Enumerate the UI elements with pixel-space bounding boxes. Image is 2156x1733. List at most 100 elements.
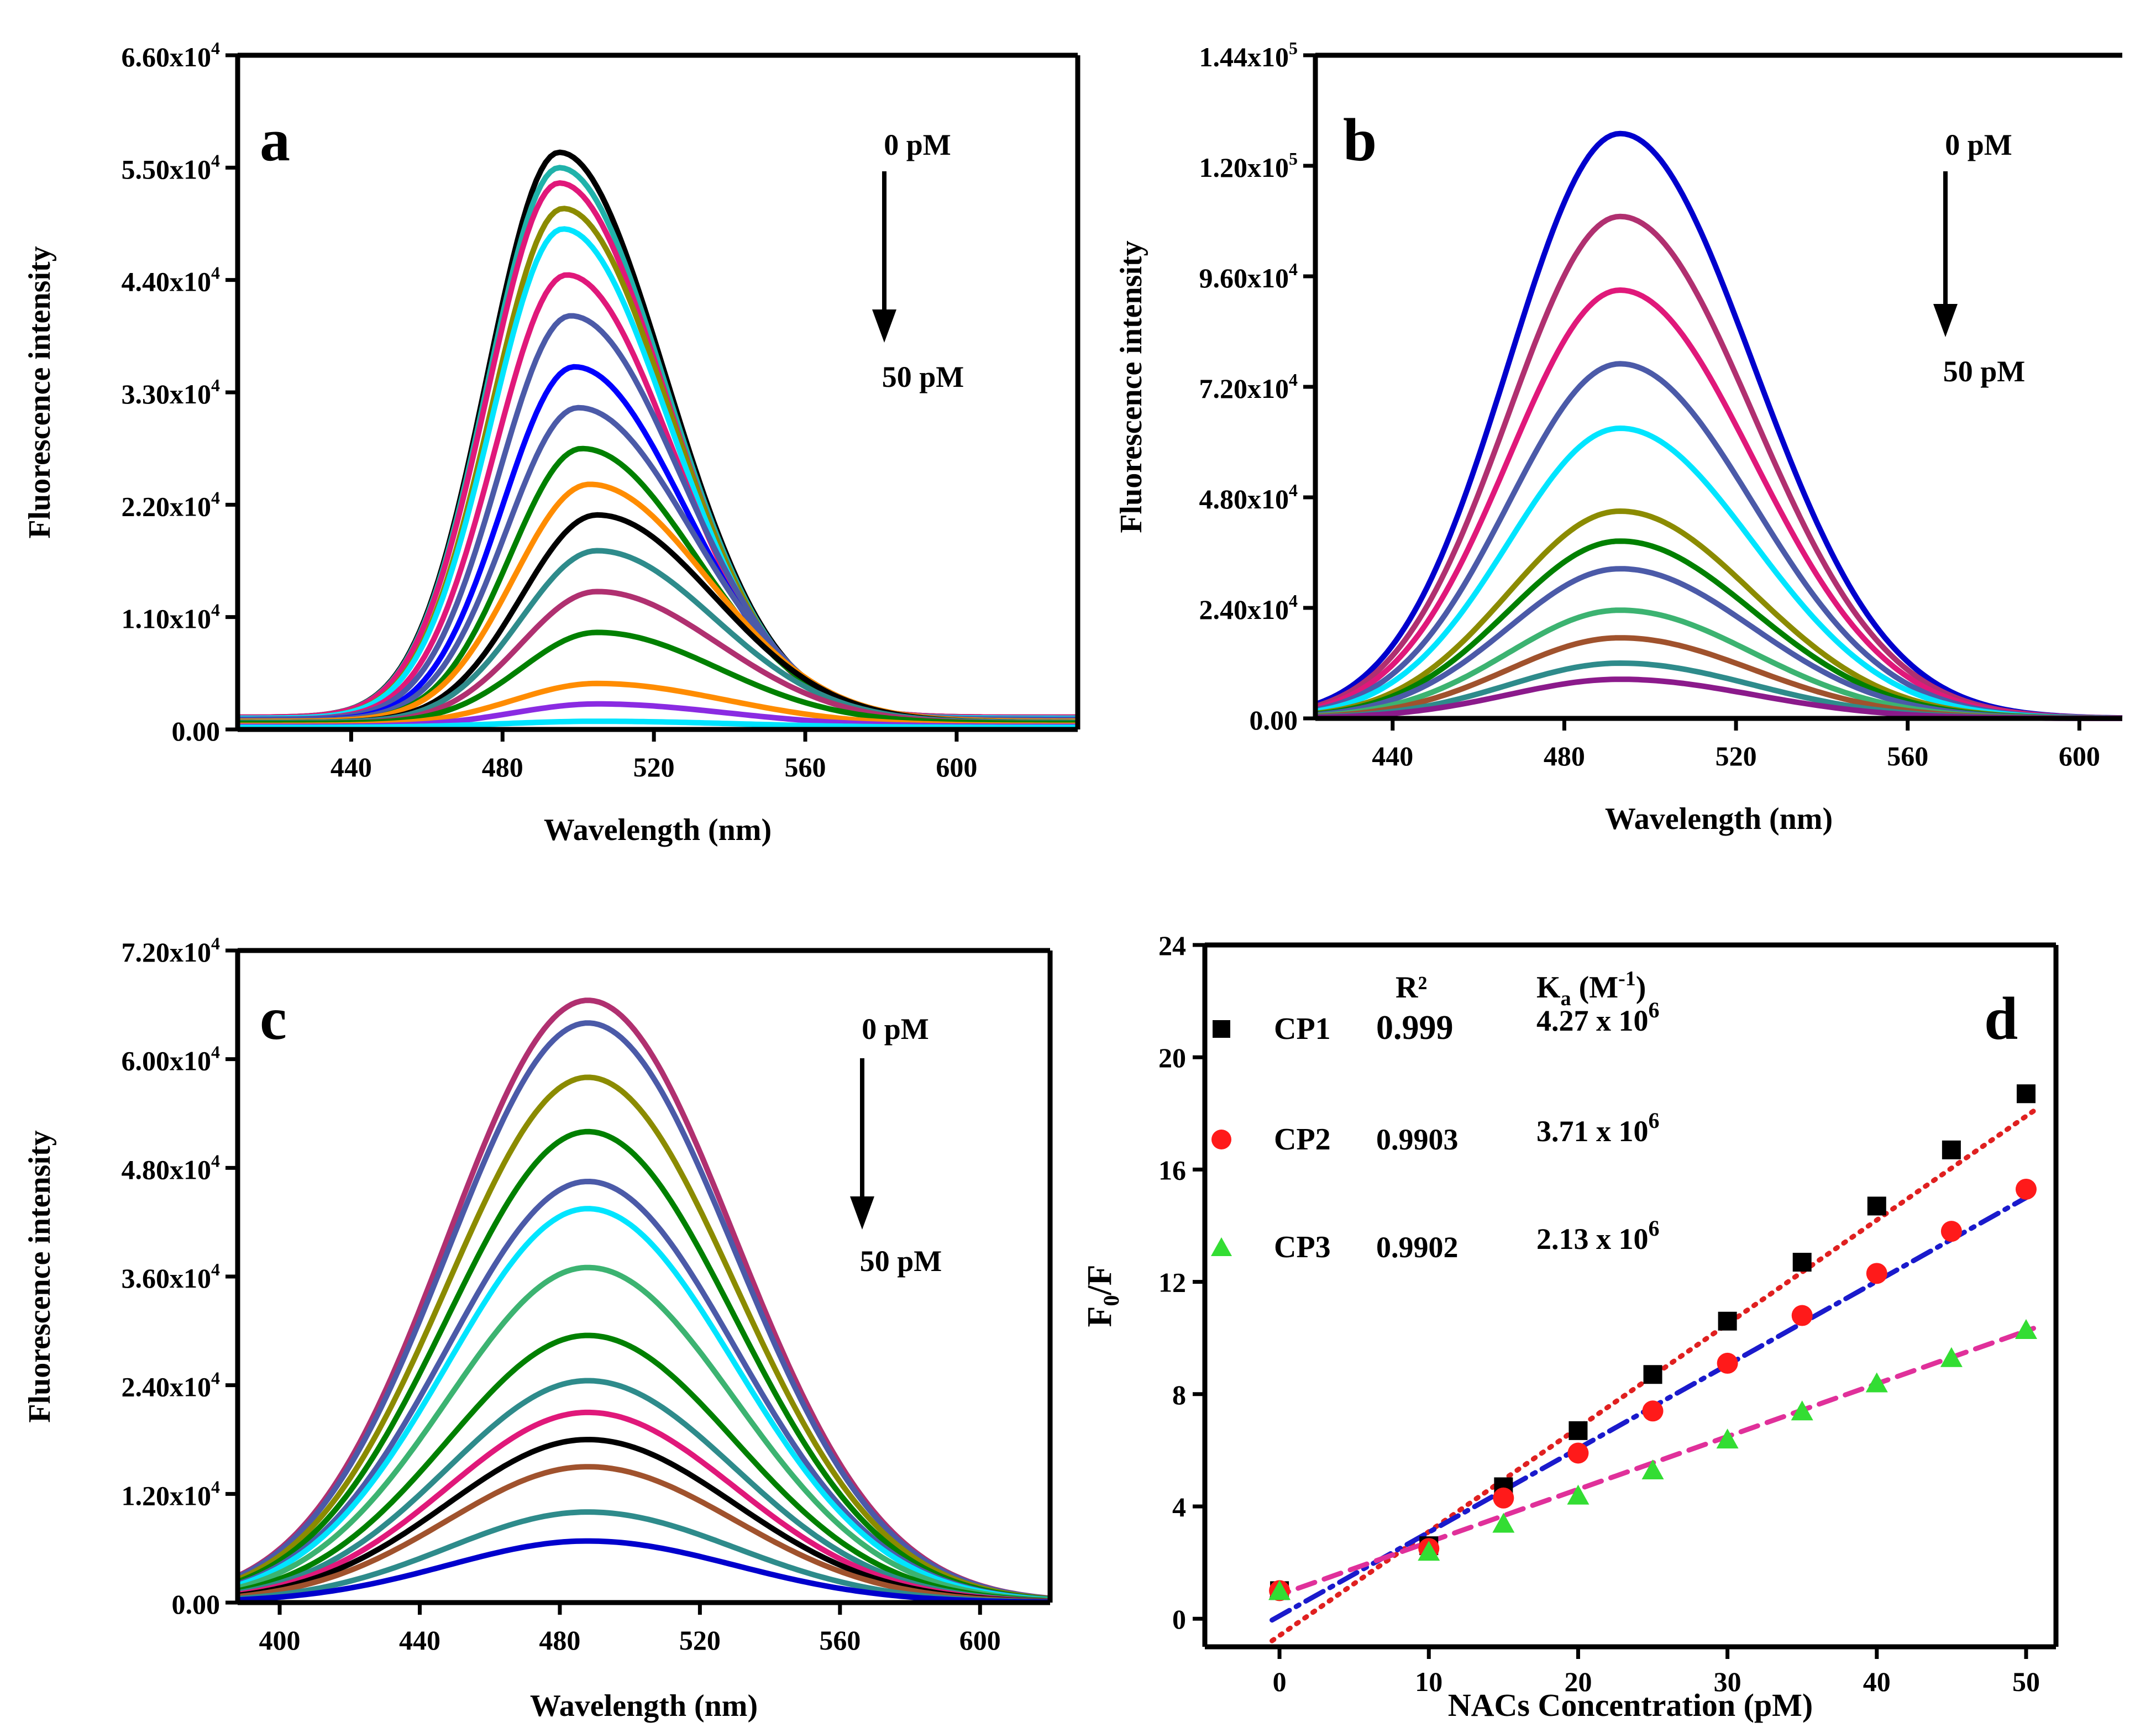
series-line-s10 [238, 445, 1078, 724]
panel-label: c [260, 985, 287, 1052]
legend-marker-CP3 [1211, 1237, 1232, 1256]
data-point-CP3 [2015, 1319, 2037, 1339]
y-tick-mantissa: 3.60x10 [122, 1263, 212, 1294]
data-point-CP2 [1642, 1400, 1664, 1422]
data-point-CP1 [1718, 1311, 1737, 1331]
y-tick-mantissa: 2.40x10 [1199, 594, 1289, 625]
data-point-CP3 [1418, 1541, 1440, 1561]
y-tick-exponent: 4 [1289, 259, 1298, 279]
y-tick-label: 6.60x104 [122, 38, 221, 72]
spectra [237, 149, 1078, 731]
x-axis-label: Wavelength (nm) [1605, 802, 1833, 836]
x-tick-label: 30 [1714, 1666, 1741, 1697]
y-tick-exponent: 4 [211, 1042, 220, 1062]
x-tick-label: 600 [2059, 741, 2100, 771]
data-point-CP3 [1268, 1580, 1291, 1600]
series-line-s1 [238, 149, 1078, 720]
y-axis-label: Fluorescence intensity [23, 246, 57, 538]
y-tick-exponent: 4 [211, 1477, 220, 1496]
y-tick-mantissa: 6.00x10 [122, 1046, 212, 1076]
y-tick-label: 6.00x104 [122, 1042, 221, 1076]
spectra [236, 997, 1051, 1605]
y-tick-mantissa: 1.44x10 [1199, 41, 1289, 72]
y-tick-label: 1.20x105 [1199, 149, 1298, 183]
x-tick-label: 560 [1887, 741, 1928, 771]
data-point-CP3 [1716, 1429, 1739, 1449]
x-tick-label: 600 [959, 1625, 1001, 1656]
x-tick-label: 20 [1564, 1666, 1592, 1697]
y-tick-mantissa: 7.20x10 [1199, 373, 1289, 404]
x-tick-label: 520 [1716, 741, 1757, 771]
y-tick-exponent: 4 [211, 150, 220, 170]
data-point-CP1 [1792, 1253, 1812, 1272]
y-tick-label: 1.44x105 [1199, 38, 1298, 72]
data-point-CP3 [1492, 1513, 1515, 1533]
y-tick-label: 24 [1158, 930, 1186, 961]
data-point-CP2 [1717, 1352, 1738, 1374]
ka-mantissa: 4.27 x 10 [1536, 1004, 1649, 1037]
legend-name: CP3 [1274, 1230, 1331, 1264]
y-tick-exponent: 4 [1289, 591, 1298, 611]
y-tick-exponent: 4 [211, 600, 220, 620]
x-tick-label: 50 [2012, 1666, 2040, 1697]
y-tick-exponent: 4 [211, 375, 220, 395]
panel-label: a [260, 106, 290, 174]
ka-exponent: 6 [1649, 997, 1660, 1022]
data-point-CP2 [1791, 1305, 1813, 1326]
y-label-sub: 0 [1099, 1295, 1124, 1306]
series-line-s7 [237, 1264, 1051, 1603]
y-axis-label: Fluorescence intensity [1114, 240, 1148, 533]
data-point-CP3 [1641, 1459, 1664, 1479]
y-tick-label: 20 [1158, 1042, 1186, 1073]
y-tick-label: 16 [1158, 1154, 1186, 1185]
y-tick-mantissa: 2.20x10 [122, 491, 212, 522]
y-tick-mantissa: 2.40x10 [122, 1372, 212, 1403]
x-tick-label: 0 [1273, 1666, 1287, 1697]
annotation-start: 0 pM [1945, 128, 2012, 161]
annotation-end: 50 pM [1943, 355, 2026, 388]
y-tick-mantissa: 4.80x10 [1199, 484, 1289, 514]
y-tick-label: 3.60x104 [122, 1259, 221, 1294]
x-tick-label: 560 [785, 752, 826, 783]
ka-mantissa: 2.13 x 10 [1536, 1222, 1649, 1256]
series-line-s8 [237, 1332, 1051, 1604]
legend-row-CP3: CP3 0.9902 2.13 x 106 [1211, 1216, 1660, 1264]
y-tick-label: 4.40x104 [122, 263, 221, 297]
y-label-tail: /F [1081, 1265, 1119, 1296]
legend-row-CP2: CP2 0.9903 3.71 x 106 [1211, 1108, 1660, 1157]
y-tick-label: 2.40x104 [1199, 591, 1298, 625]
annotation-arrow-head [1933, 304, 1958, 337]
x-tick-label: 400 [259, 1625, 301, 1656]
data-point-CP1 [2016, 1084, 2036, 1104]
y-tick-label: 5.50x104 [122, 150, 221, 185]
annotation-arrow-head [872, 309, 896, 343]
x-tick-label: 480 [1544, 741, 1585, 771]
series-line-s6 [237, 1206, 1051, 1603]
ka-sup: -1 [1618, 967, 1636, 990]
ka-main: K [1536, 970, 1561, 1005]
x-tick-label: 600 [936, 752, 977, 783]
y-tick-label: 7.20x104 [122, 933, 221, 968]
y-tick-mantissa: 5.50x10 [122, 154, 212, 185]
panel-c: 0.001.20x1042.40x1043.60x1044.80x1046.00… [23, 933, 1053, 1723]
data-point-CP2 [1567, 1442, 1589, 1464]
points-CP1 [1270, 1084, 2036, 1600]
x-tick-label: 440 [331, 752, 372, 783]
y-tick-exponent: 4 [211, 263, 220, 283]
legend-name: CP2 [1274, 1122, 1331, 1157]
ka-exponent: 6 [1649, 1216, 1660, 1241]
series-line-s13 [238, 548, 1078, 726]
series-line-s2 [238, 165, 1078, 720]
data-point-CP3 [1791, 1400, 1813, 1421]
y-tick-mantissa: 6.60x10 [122, 41, 212, 72]
y-tick-label: 0.00 [1250, 705, 1298, 736]
legend-r2: 0.9903 [1376, 1123, 1459, 1156]
x-tick-label: 480 [482, 752, 523, 783]
y-tick-label: 12 [1158, 1267, 1186, 1298]
x-axis-label: Wavelength (nm) [530, 1689, 758, 1723]
annotation-end: 50 pM [882, 360, 964, 393]
y-tick-mantissa: 0.00 [1250, 705, 1298, 736]
data-point-CP1 [1569, 1421, 1588, 1440]
